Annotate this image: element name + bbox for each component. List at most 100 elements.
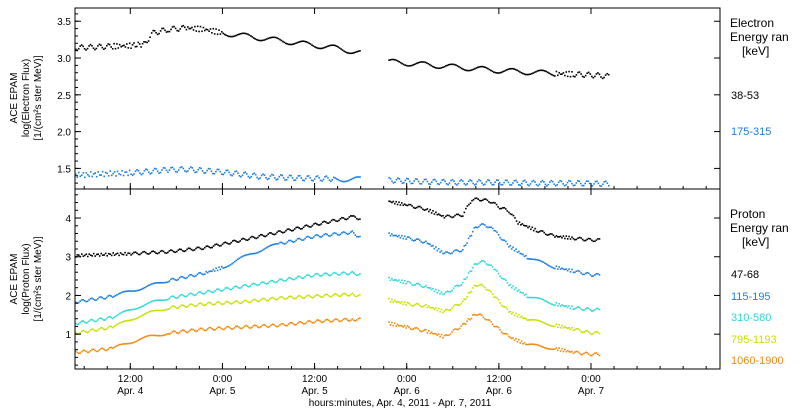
data-point	[572, 75, 575, 78]
data-point	[338, 320, 340, 322]
data-point	[479, 261, 482, 263]
data-point	[348, 320, 351, 322]
data-point	[549, 265, 552, 268]
data-point	[247, 253, 249, 256]
data-point	[452, 329, 455, 331]
data-point	[549, 302, 552, 305]
data-point	[484, 183, 486, 186]
data-point	[235, 259, 238, 262]
data-point	[417, 303, 420, 305]
data-point	[242, 284, 244, 287]
data-point	[180, 248, 182, 251]
data-point	[186, 248, 188, 251]
data-point	[583, 273, 585, 276]
data-point	[503, 70, 505, 72]
data-point	[192, 169, 195, 172]
data-point	[438, 183, 440, 186]
data-point	[198, 167, 201, 169]
data-point	[269, 37, 271, 39]
data-point	[141, 305, 143, 308]
data-point	[445, 334, 447, 336]
data-point	[532, 229, 535, 232]
data-point	[251, 326, 253, 329]
data-point	[359, 317, 361, 319]
data-point	[571, 71, 573, 73]
data-point	[512, 214, 515, 217]
data-point	[534, 181, 536, 183]
data-point	[237, 172, 239, 174]
data-point	[344, 218, 346, 220]
data-point	[263, 297, 265, 300]
data-point	[129, 342, 131, 345]
data-point	[509, 310, 512, 313]
data-point	[279, 278, 281, 280]
data-point	[462, 68, 465, 71]
data-point	[545, 347, 547, 350]
data-point	[325, 175, 328, 177]
data-point	[199, 302, 202, 304]
data-point	[423, 61, 425, 63]
data-point	[519, 291, 521, 293]
data-point	[469, 270, 471, 273]
data-point	[404, 64, 406, 66]
data-point	[295, 297, 297, 299]
data-point	[464, 278, 467, 280]
data-point	[139, 306, 142, 308]
data-point	[541, 298, 543, 300]
data-point	[472, 266, 474, 269]
data-point	[423, 209, 426, 211]
data-point	[595, 239, 598, 241]
data-point	[181, 25, 183, 28]
data-point	[346, 180, 348, 182]
data-point	[336, 273, 339, 276]
data-point	[190, 328, 193, 330]
data-point	[204, 304, 206, 307]
data-point	[145, 312, 147, 315]
data-point	[546, 185, 548, 187]
data-point	[248, 326, 250, 329]
data-point	[316, 234, 318, 236]
data-point	[481, 283, 483, 286]
data-point	[403, 235, 406, 238]
data-point	[130, 342, 133, 344]
data-point	[133, 42, 135, 44]
data-point	[181, 166, 183, 168]
data-point	[152, 334, 155, 337]
data-point	[347, 319, 349, 322]
data-point	[311, 296, 314, 299]
data-point	[100, 296, 102, 298]
data-point	[134, 170, 137, 173]
data-point	[494, 296, 497, 299]
data-point	[133, 290, 136, 292]
data-point	[446, 334, 449, 337]
data-point	[195, 275, 197, 277]
data-point	[549, 181, 551, 183]
data-point	[566, 181, 569, 184]
data-point	[500, 331, 503, 333]
data-point	[560, 180, 563, 183]
data-point	[301, 277, 303, 279]
data-point	[529, 258, 531, 260]
data-point	[525, 73, 527, 76]
data-point	[412, 328, 415, 330]
data-point	[603, 181, 606, 183]
data-point	[151, 310, 153, 312]
data-point	[168, 250, 171, 252]
data-point	[289, 239, 292, 242]
data-point	[407, 178, 410, 180]
data-point	[326, 273, 328, 275]
data-point	[491, 293, 494, 295]
data-point	[271, 296, 274, 299]
data-point	[528, 258, 530, 260]
data-point	[296, 322, 299, 324]
data-point	[553, 183, 555, 185]
data-point	[516, 290, 519, 292]
data-point	[196, 330, 199, 332]
data-point	[488, 226, 491, 228]
data-point	[472, 68, 475, 71]
data-point	[401, 62, 403, 65]
data-point	[257, 236, 259, 239]
data-point	[221, 265, 223, 268]
data-point	[482, 66, 485, 68]
data-point	[248, 253, 251, 255]
